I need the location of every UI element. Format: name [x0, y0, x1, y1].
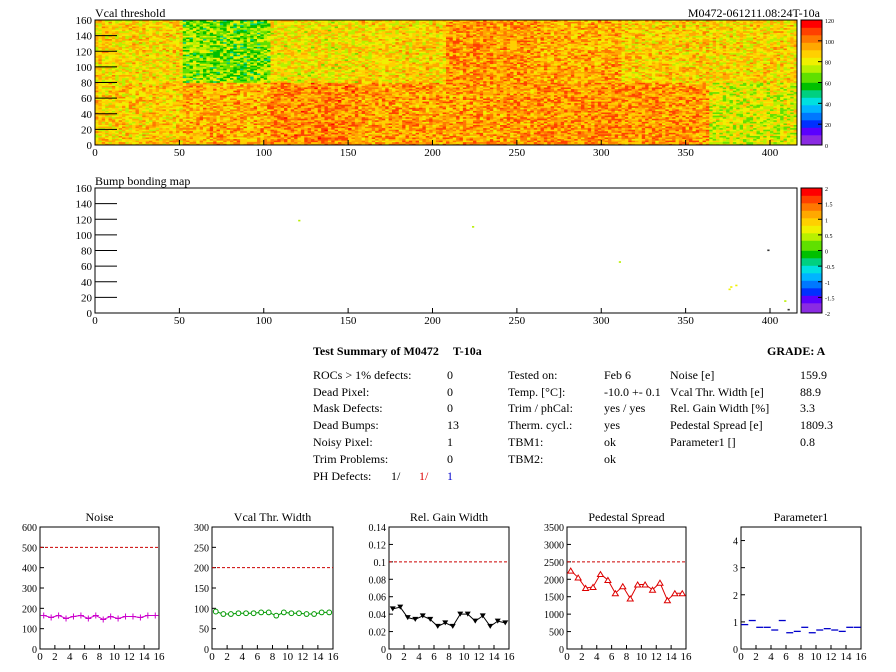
map-title: Vcal threshold [95, 6, 165, 20]
module-id: M0472-061211.08:24T-10a [688, 6, 821, 20]
figure-canvas: Vcal threshold M0472-061211.08:24T-10a0 50… [0, 0, 896, 672]
